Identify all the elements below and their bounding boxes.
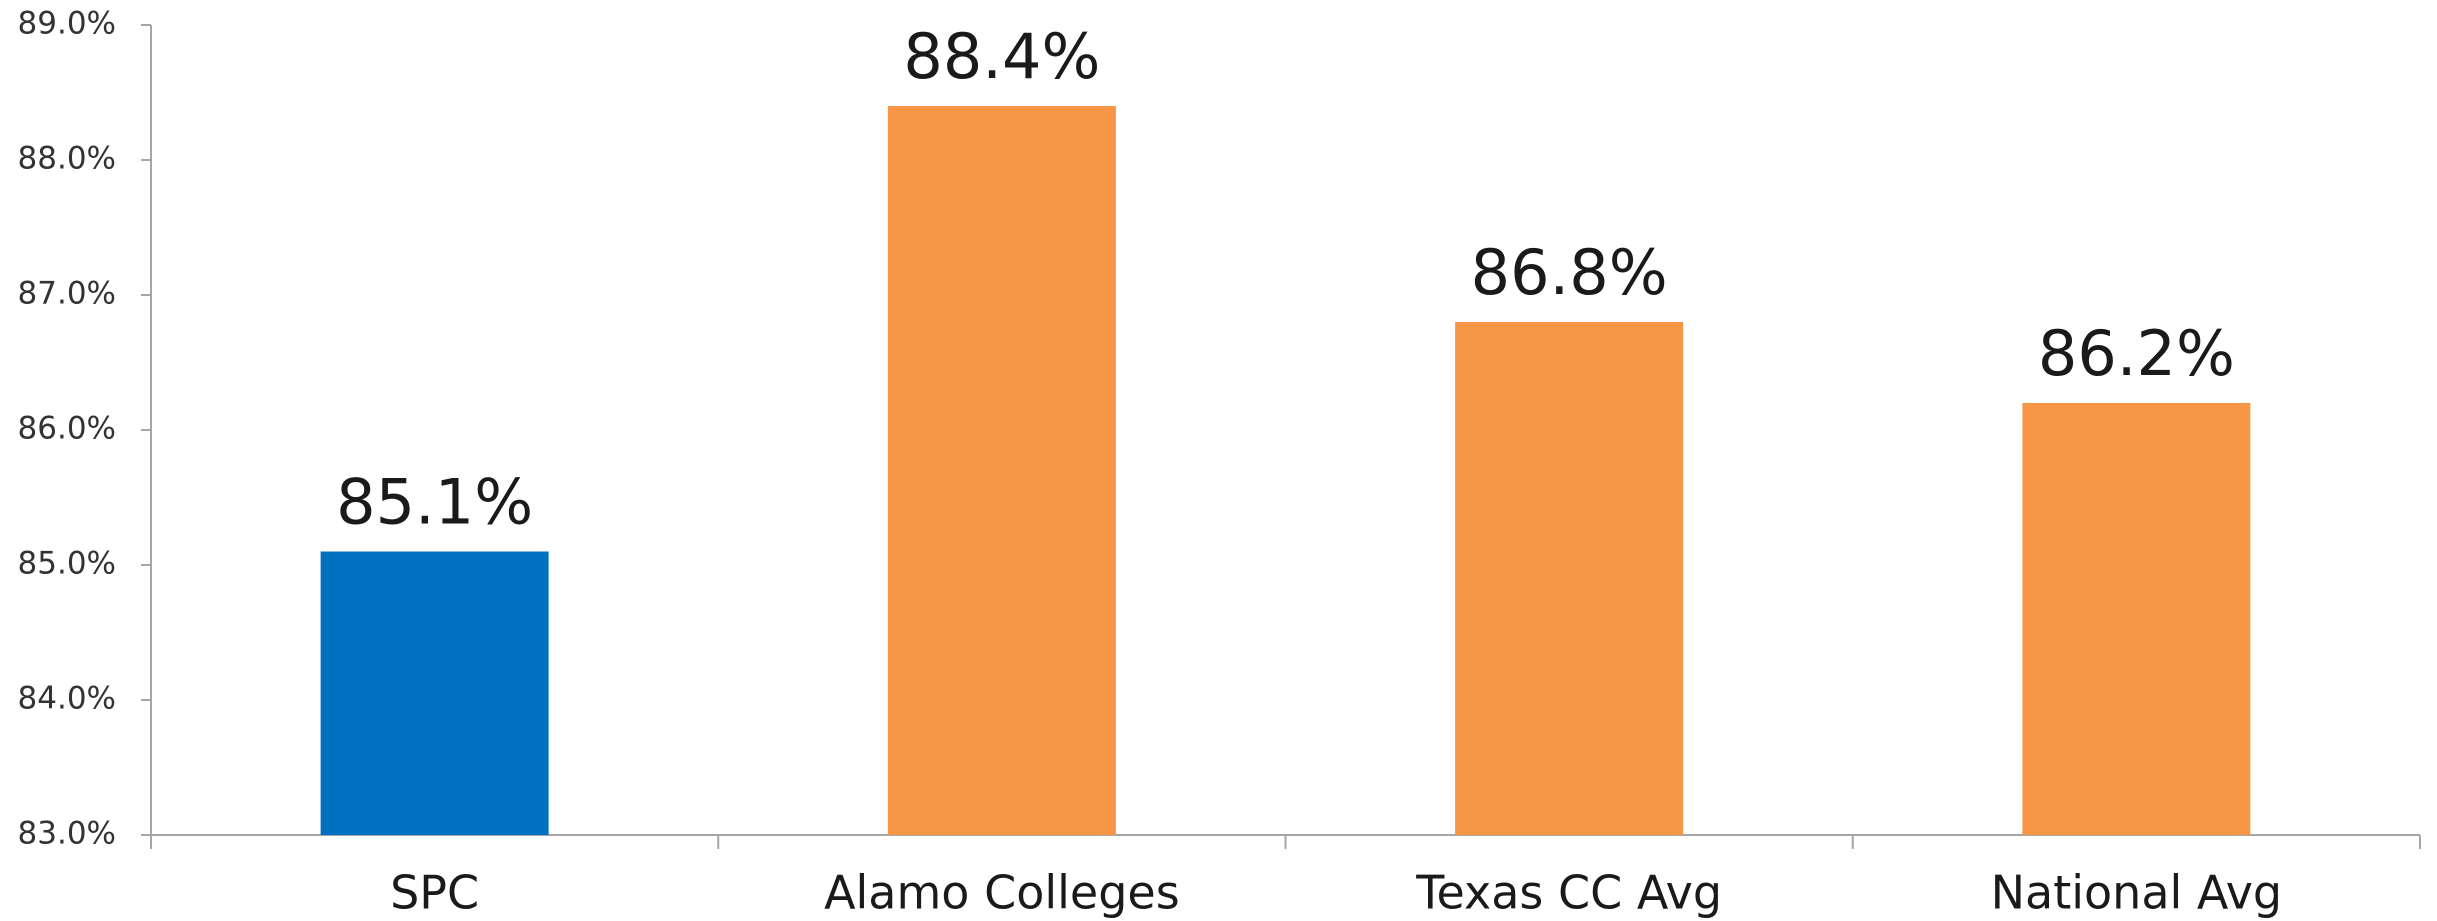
bar bbox=[320, 551, 549, 835]
bar bbox=[2022, 403, 2251, 835]
value-label: 86.2% bbox=[2038, 317, 2235, 390]
x-tick-label: Alamo Colleges bbox=[824, 866, 1180, 920]
value-label: 85.1% bbox=[336, 466, 533, 539]
y-tick-label: 85.0% bbox=[18, 546, 116, 582]
y-tick-label: 88.0% bbox=[18, 141, 116, 177]
bar bbox=[887, 106, 1116, 835]
x-tick-label: Texas CC Avg bbox=[1415, 866, 1722, 920]
y-tick-label: 86.0% bbox=[18, 411, 116, 447]
value-label: 86.8% bbox=[1471, 236, 1668, 309]
bar bbox=[1455, 322, 1684, 835]
y-tick-label: 87.0% bbox=[18, 276, 116, 312]
y-tick-label: 84.0% bbox=[18, 681, 116, 717]
x-tick-label: National Avg bbox=[1991, 866, 2283, 920]
y-tick-label: 83.0% bbox=[18, 816, 116, 852]
y-tick-label: 89.0% bbox=[18, 6, 116, 42]
x-tick-label: SPC bbox=[390, 866, 479, 920]
value-label: 88.4% bbox=[903, 20, 1100, 93]
